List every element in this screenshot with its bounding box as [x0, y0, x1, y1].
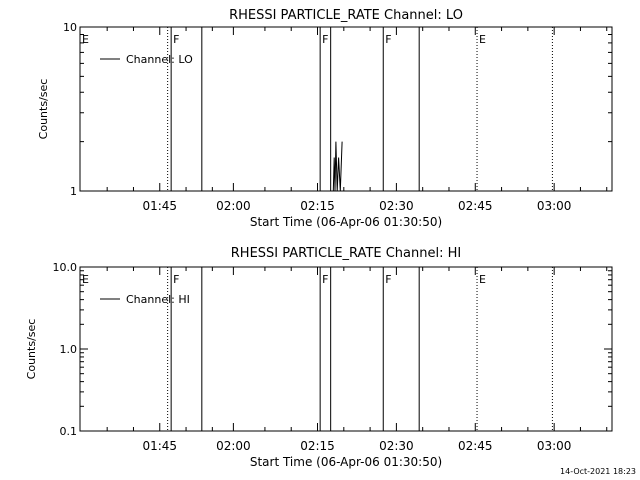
marker-label: F — [385, 33, 391, 46]
marker-label: F — [385, 273, 391, 286]
y-tick-label: 1 — [70, 185, 77, 198]
x-tick-label: 02:30 — [379, 439, 414, 453]
x-tick-label: 01:45 — [142, 199, 177, 213]
plot-panel-hi: RHESSI PARTICLE_RATE Channel: HI Counts/s… — [25, 246, 613, 469]
x-tick-label: 02:15 — [300, 439, 335, 453]
marker-label: F — [173, 273, 179, 286]
x-tick-label: 02:45 — [458, 439, 493, 453]
x-axis-label: Start Time (06-Apr-06 01:30:50) — [250, 455, 442, 469]
y-axis-label: Counts/sec — [25, 319, 38, 380]
x-tick-label: 01:45 — [142, 439, 177, 453]
chart-title: RHESSI PARTICLE_RATE Channel: HI — [231, 246, 461, 261]
marker-label: E — [479, 273, 486, 286]
plot-frame — [79, 26, 613, 192]
series-line — [330, 141, 343, 192]
marker-label: F — [322, 273, 328, 286]
y-tick-label: 10 — [63, 21, 77, 34]
footer-timestamp: 14-Oct-2021 18:23 — [560, 467, 636, 476]
y-tick-label: 0.1 — [60, 425, 78, 438]
x-tick-label: 02:30 — [379, 199, 414, 213]
plot-panel-lo: RHESSI PARTICLE_RATE Channel: LO Counts/s… — [37, 8, 613, 229]
y-tick-label: 10.0 — [53, 261, 78, 274]
legend-label: Channel: LO — [126, 53, 193, 66]
y-tick-label: 1.0 — [60, 343, 78, 356]
marker-label: E — [82, 33, 89, 46]
marker-label: F — [173, 33, 179, 46]
x-tick-label: 03:00 — [537, 439, 572, 453]
marker-label: E — [82, 273, 89, 286]
x-axis-label: Start Time (06-Apr-06 01:30:50) — [250, 215, 442, 229]
y-axis-label: Counts/sec — [37, 79, 50, 140]
marker-label: E — [479, 33, 486, 46]
marker-label: F — [322, 33, 328, 46]
x-tick-label: 02:15 — [300, 199, 335, 213]
legend-label: Channel: HI — [126, 293, 190, 306]
chart-title: RHESSI PARTICLE_RATE Channel: LO — [229, 8, 463, 23]
x-tick-label: 03:00 — [537, 199, 572, 213]
x-tick-label: 02:00 — [216, 199, 251, 213]
x-tick-label: 02:45 — [458, 199, 493, 213]
plot-frame — [79, 266, 613, 432]
x-tick-label: 02:00 — [216, 439, 251, 453]
